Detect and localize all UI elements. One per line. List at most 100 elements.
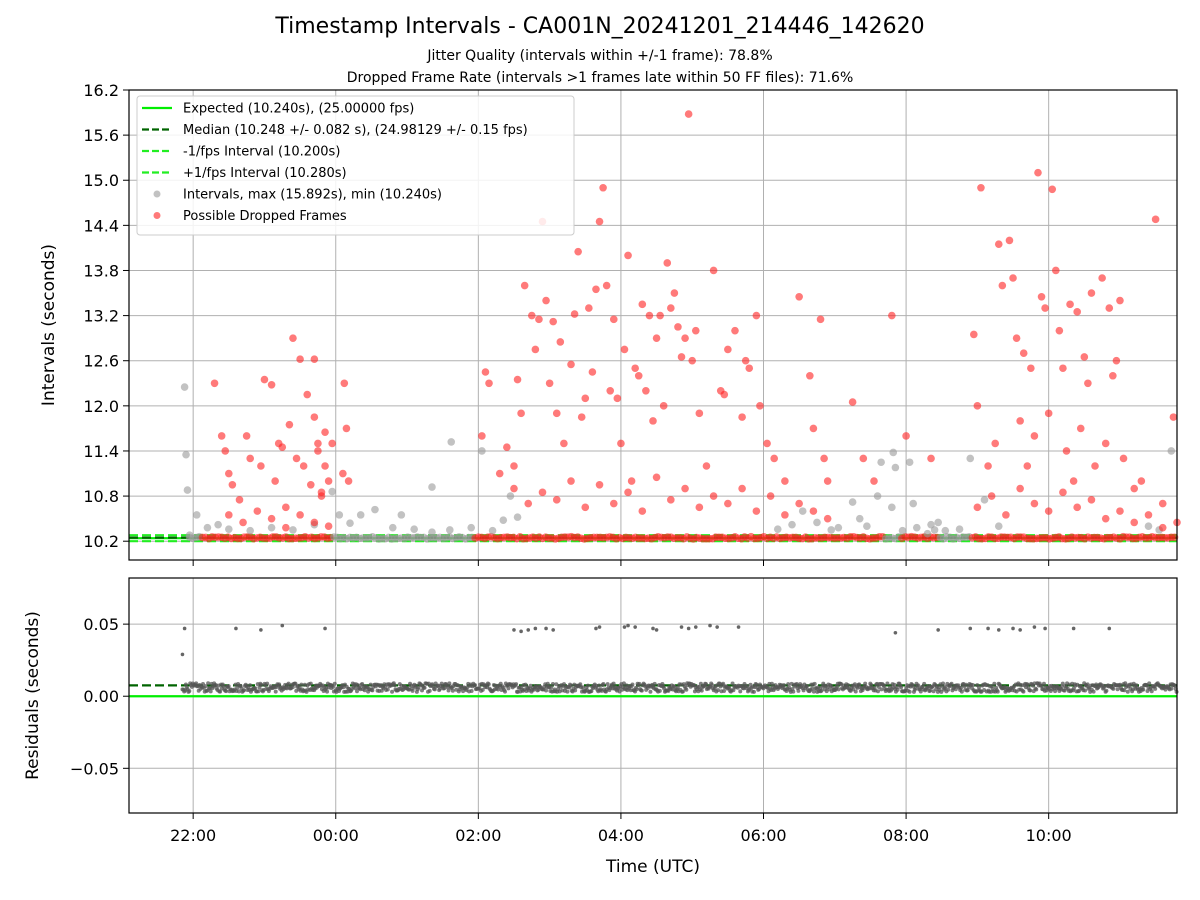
dropped-frame-point [848, 398, 857, 406]
interval-point [388, 523, 397, 532]
residual-point [354, 689, 359, 694]
dropped-frame-point [588, 368, 597, 376]
y-tick-label: 16.2 [83, 81, 119, 100]
dropped-frame-point [285, 420, 294, 429]
y-tick-label: 0.05 [83, 615, 119, 634]
dropped-frame-point [517, 409, 525, 418]
interval-point [428, 483, 436, 491]
residual-point [182, 626, 187, 631]
residual-point [585, 683, 590, 688]
dropped-frame-point [1059, 488, 1067, 497]
residual-point [486, 682, 491, 687]
residual-point [630, 682, 635, 687]
residual-point [684, 687, 689, 692]
interval-point [499, 516, 508, 524]
interval-point [1167, 447, 1176, 455]
dropped-frame-point [970, 330, 978, 339]
dropped-frame-point [567, 360, 575, 369]
legend-label: Expected (10.240s), (25.00000 fps) [183, 102, 414, 117]
y-tick-label: 0.00 [83, 687, 119, 706]
residual-point [804, 684, 809, 689]
legend-label: Intervals, max (15.892s), min (10.240s) [183, 188, 442, 203]
residuals-series [180, 623, 1112, 657]
dropped-frame-point [652, 473, 661, 482]
chart-title: Timestamp Intervals - CA001N_20241201_21… [275, 14, 925, 39]
residual-point [218, 689, 223, 694]
residual-point [277, 682, 282, 687]
y-tick-label: 12.6 [83, 352, 119, 371]
dropped-frame-point [225, 469, 233, 478]
interval-point [488, 526, 497, 535]
dropped-frame-point [927, 454, 935, 463]
dropped-frame-point [1009, 274, 1017, 282]
dropped-frame-point [1098, 274, 1106, 282]
dropped-frame-point [1044, 409, 1053, 418]
interval-point [183, 486, 192, 494]
legend-entry: Possible Dropped Frames [153, 209, 347, 224]
dropped-frame-point [613, 394, 622, 403]
residual-point [370, 688, 375, 693]
dropped-frame-point [1044, 507, 1053, 515]
residual-point [256, 689, 261, 694]
interval-point [335, 511, 344, 519]
residual-point [941, 681, 946, 686]
dropped-frame-point [745, 364, 754, 373]
residual-point [1122, 688, 1127, 693]
residual-point [550, 681, 555, 686]
residual-point [1111, 686, 1116, 691]
residual-point [325, 689, 330, 694]
residual-point [253, 686, 258, 691]
residual-point [811, 689, 816, 694]
residual-point [568, 683, 573, 688]
dropped-frame-point [823, 477, 832, 485]
dropped-frame-point [524, 499, 533, 508]
dropped-frame-point [973, 503, 982, 512]
residual-point [545, 681, 550, 686]
dropped-frame-point [595, 217, 604, 226]
residuals-panel: −0.05 0.00 0.05 22:00 00:00 02:00 04:00 06:00 08… [23, 577, 1179, 877]
residual-point [657, 688, 662, 693]
dropped-frame-point [552, 409, 561, 418]
residual-point [1104, 688, 1109, 693]
residual-point [1169, 686, 1174, 691]
interval-point [506, 492, 515, 500]
dropped-frame-point [282, 503, 290, 512]
interval-point [873, 492, 882, 500]
interval-point [513, 513, 522, 521]
dropped-frame-point [510, 484, 518, 493]
dropped-frame-point [1158, 523, 1167, 532]
residual-point [1021, 689, 1026, 694]
dropped-frame-point [627, 477, 636, 485]
residual-point [601, 681, 606, 686]
residual-point [722, 689, 727, 694]
residual-point [693, 625, 698, 629]
dropped-frame-point [1030, 499, 1039, 508]
dropped-frame-point [339, 469, 347, 478]
dropped-frame-point [987, 492, 996, 500]
dropped-frame-point [741, 356, 750, 365]
dropped-frame-point [695, 503, 704, 512]
intervals-series [180, 383, 1176, 539]
interval-point [994, 522, 1003, 530]
legend-marker [153, 190, 161, 198]
residual-point [769, 681, 774, 686]
dropped-frame-point [1119, 454, 1128, 463]
y-tick-label: 11.4 [83, 442, 119, 461]
residual-point [680, 689, 685, 694]
x-tick-label: 10:00 [1026, 826, 1072, 845]
residual-point [432, 687, 437, 692]
dropped-frame-point [609, 315, 618, 324]
dropped-frame-point [560, 439, 568, 448]
interval-point [180, 383, 189, 391]
dropped-frame-point [888, 311, 896, 320]
dropped-frame-point [1130, 518, 1139, 527]
dropped-frame-point [642, 387, 650, 395]
residual-point [589, 689, 594, 694]
dropped-frame-point [823, 514, 832, 523]
dropped-frames-series [210, 110, 1181, 532]
dropped-frame-point [267, 380, 276, 389]
residual-point [280, 623, 285, 628]
interval-point [834, 523, 843, 532]
residual-point [626, 623, 630, 628]
